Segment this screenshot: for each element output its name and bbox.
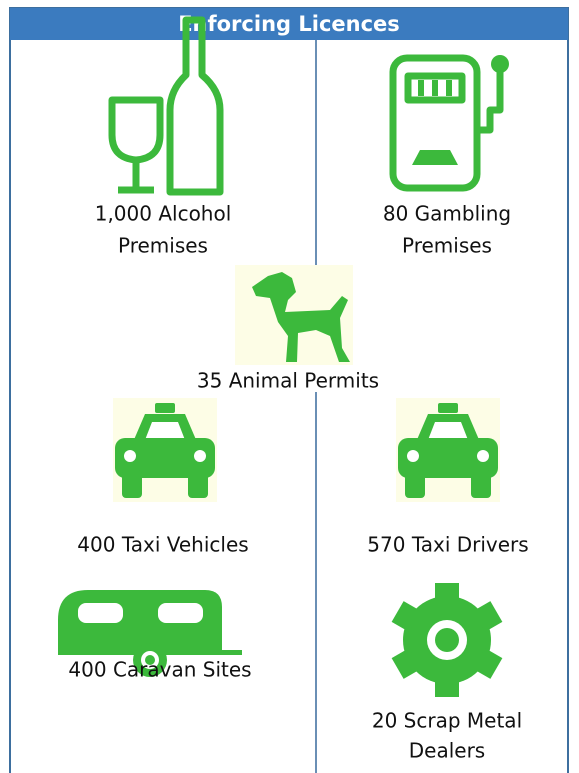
item-label: 1,000 Alcohol — [95, 202, 232, 226]
item-label: 400 Taxi Vehicles — [77, 533, 248, 557]
item-label: 35 Animal Permits — [197, 369, 379, 393]
alcohol-icon — [108, 16, 224, 196]
dog-icon — [252, 272, 350, 362]
taxi-icon — [113, 398, 217, 502]
item-label: Premises — [118, 234, 208, 258]
item-label: Premises — [402, 234, 492, 258]
item-label: 80 Gambling — [383, 202, 511, 226]
item-label: 20 Scrap Metal — [372, 709, 522, 733]
slot-machine-icon — [389, 54, 509, 192]
title: Enforcing Licences — [178, 12, 400, 36]
item-label: 400 Caravan Sites — [68, 658, 251, 682]
header-bar — [10, 8, 568, 40]
gear-icon — [391, 583, 503, 697]
taxi-icon — [396, 398, 500, 502]
caravan-icon — [58, 590, 242, 677]
item-label: Dealers — [409, 739, 485, 763]
item-label: 570 Taxi Drivers — [367, 533, 528, 557]
